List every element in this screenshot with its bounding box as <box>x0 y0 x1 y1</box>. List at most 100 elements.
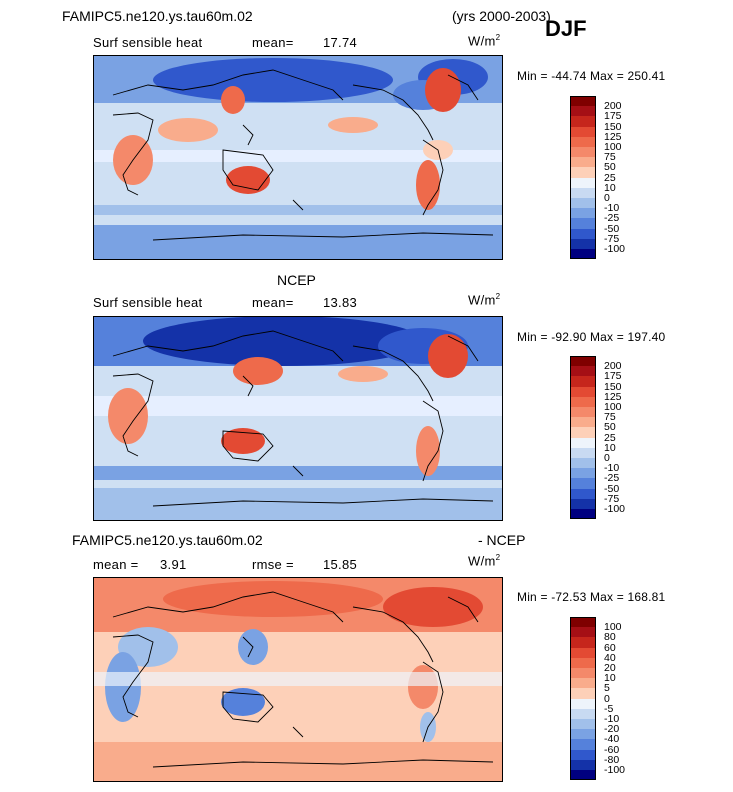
colorbar-swatch <box>570 218 596 229</box>
colorbar-tick-label: -25 <box>604 212 620 225</box>
season-label: DJF <box>545 16 587 41</box>
colorbar-tick-label: 25 <box>604 171 616 184</box>
colorbar-swatch <box>570 366 596 377</box>
colorbar-tick-label: -5 <box>604 702 614 715</box>
colorbar-swatch <box>570 708 596 719</box>
panel3-units: W/m2 <box>468 553 501 569</box>
colorbar-swatch <box>570 759 596 770</box>
colorbar-swatch <box>570 417 596 428</box>
colorbar-swatch <box>570 770 596 781</box>
colorbar-tick-label: -60 <box>604 743 620 756</box>
panel2-map <box>93 316 503 521</box>
years-label: (yrs 2000-2003) <box>452 8 551 24</box>
panel3-rmse-label: rmse = <box>252 557 294 572</box>
colorbar-swatch <box>570 407 596 418</box>
colorbar-tick-label: -75 <box>604 492 620 505</box>
colorbar-swatch <box>570 688 596 699</box>
colorbar-swatch <box>570 427 596 438</box>
colorbar-swatch <box>570 386 596 397</box>
colorbar-swatch <box>570 447 596 458</box>
colorbar-swatch <box>570 458 596 469</box>
colorbar-tick-label: 100 <box>604 401 622 413</box>
colorbar-swatch <box>570 136 596 147</box>
colorbar-swatch <box>570 509 596 520</box>
colorbar-swatch <box>570 106 596 117</box>
colorbar-tick-label: 175 <box>604 370 622 383</box>
colorbar-swatch <box>570 228 596 239</box>
colorbar-tick-label: -10 <box>604 713 620 725</box>
colorbar-tick-label: 5 <box>604 682 610 695</box>
colorbar-tick-label: 80 <box>604 631 616 644</box>
colorbar-tick-label: -100 <box>604 503 626 515</box>
colorbar-tick-label: 0 <box>604 452 610 464</box>
panel1-min-max: Min = -44.74 Max = 250.41 <box>517 69 666 83</box>
panel3-colorbar: 100 80 60 40 20 10 5 0 -5 -10 -20 -40 -60 -80 -100 <box>570 617 625 781</box>
panel2-colorbar: 200 175 150 125 100 75 50 25 10 0 -10 -25 -50 -75 -100 <box>570 356 625 520</box>
panel3-mean-label: mean = <box>93 557 139 572</box>
colorbar-tick-label: 125 <box>604 130 622 143</box>
colorbar-swatch <box>570 729 596 740</box>
colorbar-swatch <box>570 749 596 760</box>
colorbar-tick-label: 150 <box>604 380 622 393</box>
colorbar-swatch <box>570 356 596 367</box>
colorbar-swatch <box>570 126 596 137</box>
colorbar-tick-label: 10 <box>604 672 616 685</box>
colorbar-swatch <box>570 498 596 509</box>
colorbar-tick-label: 10 <box>604 441 616 454</box>
colorbar-swatch <box>570 249 596 260</box>
colorbar-tick-label: 200 <box>604 100 622 113</box>
panel3-title-left: FAMIPC5.ne120.ys.tau60m.02 <box>72 532 263 548</box>
colorbar-tick-label: -50 <box>604 222 620 235</box>
colorbar-tick-label: -25 <box>604 472 620 485</box>
colorbar-swatch <box>570 208 596 219</box>
panel2-title: NCEP <box>277 272 316 288</box>
colorbar-swatch <box>570 637 596 648</box>
panel1-units: W/m2 <box>468 33 501 49</box>
colorbar-swatch <box>570 116 596 127</box>
colorbar-swatch <box>570 627 596 638</box>
colorbar-tick-label: -10 <box>604 202 620 215</box>
colorbar-swatch <box>570 617 596 628</box>
panel2-mean-label: mean= <box>252 295 294 310</box>
colorbar-tick-label: 0 <box>604 192 610 204</box>
colorbar-tick-label: 50 <box>604 161 616 174</box>
colorbar-tick-label: -80 <box>604 753 620 766</box>
panel2-mean-value: 13.83 <box>323 295 358 310</box>
colorbar-swatch <box>570 157 596 168</box>
colorbar-swatch <box>570 96 596 107</box>
colorbar-tick-label: 0 <box>604 692 610 705</box>
colorbar-swatch <box>570 238 596 249</box>
panel1-mean-value: 17.74 <box>323 35 358 50</box>
colorbar-swatch <box>570 678 596 689</box>
colorbar-tick-label: 150 <box>604 120 622 133</box>
colorbar-swatch <box>570 437 596 448</box>
colorbar-tick-label: 10 <box>604 181 616 194</box>
colorbar-tick-label: 25 <box>604 431 616 444</box>
colorbar-tick-label: 100 <box>604 621 622 634</box>
panel3-min-max: Min = -72.53 Max = 168.81 <box>517 590 666 604</box>
colorbar-tick-label: 20 <box>604 662 616 674</box>
colorbar-tick-label: -50 <box>604 482 620 495</box>
colorbar-tick-label: -40 <box>604 733 620 746</box>
panel3-rmse-value: 15.85 <box>323 557 358 572</box>
colorbar-tick-label: 200 <box>604 360 622 373</box>
panel1-map <box>93 55 503 260</box>
colorbar-tick-label: 60 <box>604 641 616 654</box>
panel2-min-max: Min = -92.90 Max = 197.40 <box>517 330 666 344</box>
colorbar-swatch <box>570 719 596 730</box>
colorbar-swatch <box>570 698 596 709</box>
colorbar-tick-label: -75 <box>604 232 620 245</box>
panel1-variable-label: Surf sensible heat <box>93 35 203 50</box>
colorbar-swatch <box>570 468 596 479</box>
panel3-mean-value: 3.91 <box>160 557 187 572</box>
colorbar-swatch <box>570 198 596 209</box>
panel2-variable-label: Surf sensible heat <box>93 295 203 310</box>
colorbar-swatch <box>570 376 596 387</box>
colorbar-tick-label: 75 <box>604 411 616 424</box>
model-case-title: FAMIPC5.ne120.ys.tau60m.02 <box>62 8 253 24</box>
colorbar-swatch <box>570 478 596 489</box>
colorbar-swatch <box>570 167 596 178</box>
colorbar-swatch <box>570 396 596 407</box>
colorbar-swatch <box>570 187 596 198</box>
panel2-units: W/m2 <box>468 292 501 308</box>
